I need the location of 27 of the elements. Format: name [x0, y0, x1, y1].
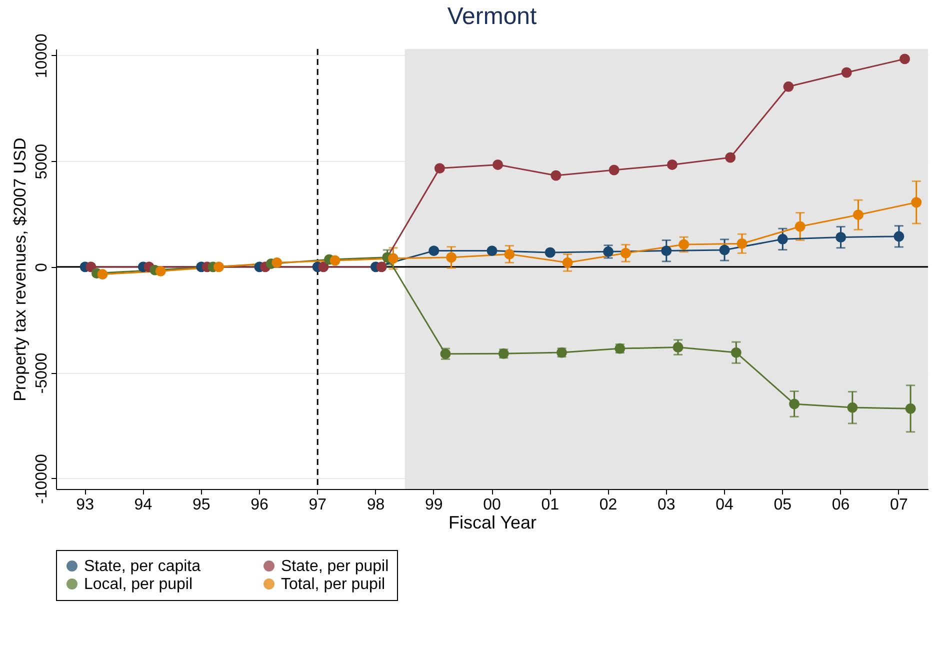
legend-label: State, per pupil: [281, 558, 389, 575]
x-axis-title: Fiscal Year: [448, 512, 537, 532]
x-tick-label: 03: [658, 496, 676, 514]
legend-label: Total, per pupil: [281, 576, 386, 593]
x-tick-label: 05: [774, 496, 792, 514]
chart-title: Vermont: [447, 3, 538, 30]
legend-label: Local, per pupil: [84, 576, 193, 593]
x-tick-label: 97: [308, 496, 327, 514]
x-tick-label: 96: [250, 496, 268, 514]
x-tick-label: 01: [541, 496, 560, 514]
x-tick-label: 02: [599, 496, 618, 514]
y-axis-title: Property tax revenues, $2007 USD: [10, 138, 30, 402]
legend-label: State, per capita: [84, 558, 201, 575]
x-tick-label: 04: [716, 496, 734, 514]
y-tick-label: 5000: [34, 144, 50, 180]
x-tick-label: 93: [76, 496, 94, 514]
x-tick-label: 07: [890, 496, 908, 514]
x-tick-label: 95: [192, 496, 210, 514]
y-tick-label: 0: [34, 262, 50, 272]
x-tick-label: 98: [366, 496, 385, 514]
x-tick-label: 94: [134, 496, 152, 514]
x-tick-label: 00: [483, 496, 501, 514]
y-tick-label: -5000: [34, 352, 50, 394]
y-tick-label: -10000: [34, 454, 50, 504]
x-tick-label: 06: [832, 496, 850, 514]
y-tick-label: 10000: [34, 34, 50, 78]
x-tick-label: 99: [424, 496, 443, 514]
